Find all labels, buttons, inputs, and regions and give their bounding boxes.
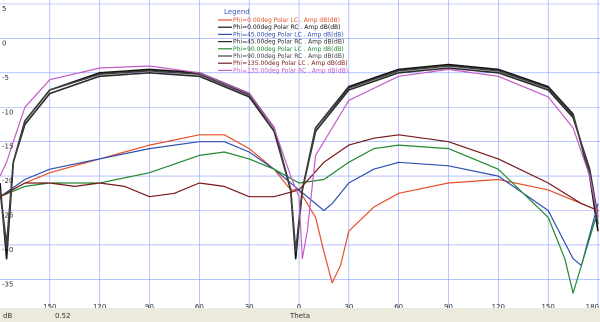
x-tick-label-9: 120 [492,303,505,311]
x-axis-bar [0,308,600,322]
y-tick-label-2: -5 [2,74,9,82]
y-tick-label-5: -20 [2,177,13,185]
legend-entry-0: Phi=0.00deg Polar LC . Amp dB(dB) [233,17,340,24]
x-tick-label-8: 90 [444,303,453,311]
legend-entry-1: Phi=0.00deg Polar RC . Amp dB(dB) [233,24,340,31]
y-tick-labels: 5 0 -5 -10 -15 -20 -25 -30 -35 [2,5,13,288]
x-readout-label: 0.52 [55,312,71,320]
legend-entry-3: Phi=45.00deg Polar RC . Amp dB(dB) [233,39,344,46]
legend-entry-4: Phi=90.00deg Polar LC . Amp dB(dB) [233,46,344,53]
x-tick-label-4: 30 [245,303,254,311]
y-tick-label-0: 5 [2,5,6,13]
series-line-0 [0,134,599,284]
x-tick-label-11: 180 [586,303,599,311]
y-tick-label-1: 0 [2,39,6,47]
legend-entry-2: Phi=45.00deg Polar LC . Amp dB(dB) [233,31,344,38]
x-tick-label-7: 60 [394,303,403,311]
y-tick-label-3: -10 [2,108,13,116]
x-tick-labels: 150 120 90 60 30 0 30 60 90 120 150 180 [43,303,599,311]
series-line-7 [0,65,599,260]
y-unit-label: dB [3,312,12,320]
series-line-6 [0,134,599,212]
x-tick-label-6: 30 [344,303,353,311]
y-tick-label-7: -30 [2,246,13,254]
series-line-5 [0,65,599,253]
x-tick-label-10: 150 [541,303,554,311]
y-tick-label-4: -15 [2,143,13,151]
legend-entry-7: Phi=135.00deg Polar RC . Amp dB(dB) [233,67,348,74]
legend-title: Legend [224,8,250,16]
y-tick-label-6: -25 [2,212,13,220]
x-tick-label-1: 120 [93,303,106,311]
x-tick-label-2: 90 [145,303,154,311]
series-lines [0,63,599,294]
x-tick-label-3: 60 [195,303,204,311]
legend-entry-6: Phi=135.00deg Polar LC . Amp dB(dB) [233,60,348,67]
x-tick-label-5: 0 [297,303,301,311]
x-tick-label-0: 150 [43,303,56,311]
x-axis-title: Theta [289,312,310,320]
y-tick-label-8: -35 [2,280,13,288]
series-line-4 [0,144,599,294]
legend-entry-5: Phi=90.00deg Polar RC . Amp dB(dB) [233,53,344,60]
legend: Legend Phi=0.00deg Polar LC . Amp dB(dB)… [218,8,348,74]
